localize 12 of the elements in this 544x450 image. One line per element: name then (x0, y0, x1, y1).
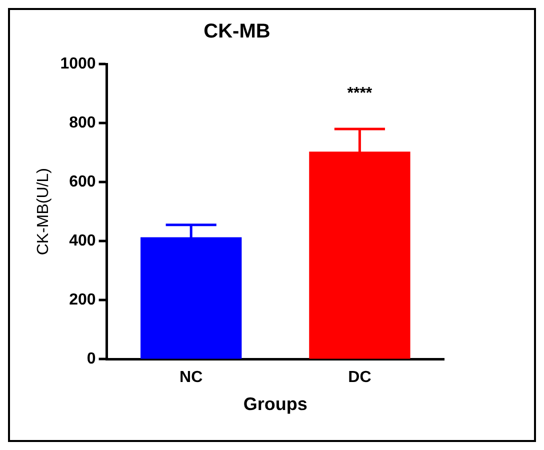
y-tick-label: 400 (69, 232, 96, 250)
y-tick-label: 600 (69, 173, 96, 190)
chart-title: CK-MB (204, 20, 270, 43)
annotation: **** (347, 84, 373, 102)
y-tick-label: 200 (69, 292, 96, 309)
x-axis-title: Groups (243, 394, 308, 414)
y-tick-label: 800 (69, 114, 96, 132)
x-tick-label: DC (348, 369, 372, 386)
y-tick-label: 1000 (60, 55, 96, 72)
y-tick-label: 0 (86, 350, 96, 368)
y-axis-title: CK-MB(U/L) (35, 168, 52, 256)
x-tick-label: NC (180, 369, 204, 386)
